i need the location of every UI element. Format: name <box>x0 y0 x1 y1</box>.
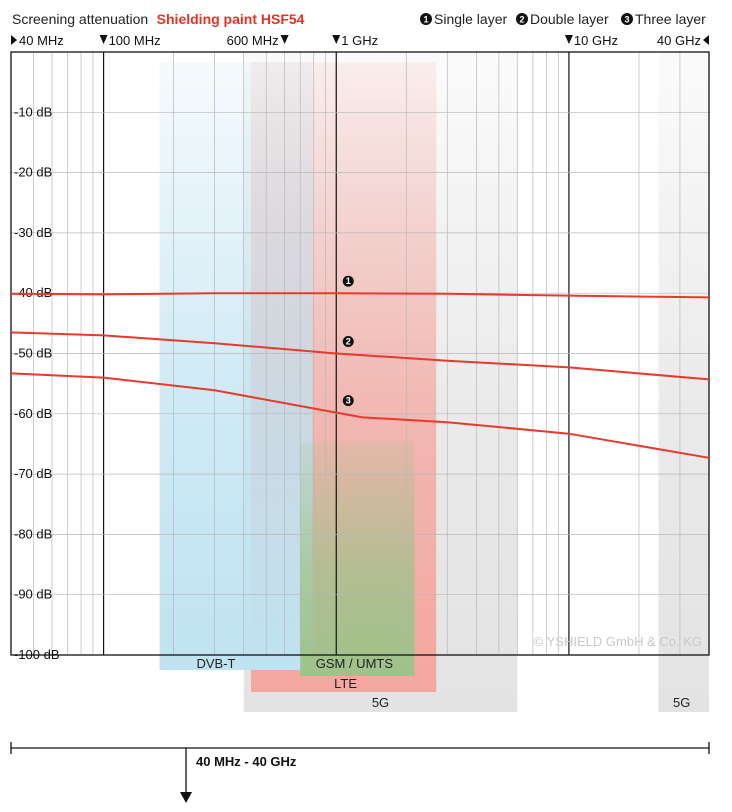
band-5g-area <box>658 52 709 712</box>
legend-badge <box>621 13 633 25</box>
y-tick-label: -50 dB <box>14 346 52 361</box>
chart-title: Screening attenuation Shielding paint HS… <box>12 11 305 28</box>
band-labels: DVB-T GSM / UMTS LTE 5G 5G <box>196 656 690 710</box>
legend-label: Single layer <box>434 11 507 27</box>
band-label: LTE <box>334 676 357 691</box>
y-tick-label: -70 dB <box>14 466 52 481</box>
series-marker-badge <box>342 395 354 407</box>
series-line-double-layer <box>10 331 710 381</box>
y-axis-ticks: -10 dB -20 dB -30 dB -40 dB -50 dB -60 dB -70 … <box>14 104 60 662</box>
series-marker-number: 2 <box>346 337 351 347</box>
y-tick-label: -10 dB <box>14 104 52 119</box>
series-marker-number: 1 <box>346 276 351 286</box>
legend-label: Three layer <box>635 11 706 27</box>
freq-marker-label: 600 MHz <box>227 33 279 48</box>
series-marker-badge <box>342 275 354 287</box>
band-label: DVB-T <box>196 656 235 671</box>
y-tick-label: -80 dB <box>14 526 52 541</box>
freq-marker-label: 40 GHz <box>657 33 701 48</box>
y-tick-label: -20 dB <box>14 165 52 180</box>
arrow-down-icon <box>99 35 108 44</box>
legend-badge-number: 2 <box>519 15 524 25</box>
arrow-down-icon <box>280 35 289 44</box>
band-label: GSM / UMTS <box>316 656 394 671</box>
band-dvb-t-area <box>159 62 313 670</box>
y-tick-label: -40 dB <box>14 285 52 300</box>
band-gsm-umts-area <box>300 442 415 676</box>
band-label: 5G <box>372 695 389 710</box>
y-tick-label: -100 dB <box>14 647 60 662</box>
legend-badge <box>420 13 432 25</box>
copyright: © YSHIELD GmbH & Co. KG <box>534 634 702 649</box>
arrow-left-icon <box>703 35 709 45</box>
band-label: 5G <box>673 695 690 710</box>
freq-marker-label: 10 GHz <box>574 33 618 48</box>
freq-marker-label: 40 MHz <box>19 33 64 48</box>
plot-frame <box>10 51 710 656</box>
title-prefix: Screening attenuation <box>12 11 148 27</box>
series-line-three-layer <box>10 372 710 459</box>
arrow-down-icon <box>332 35 341 44</box>
series-line-single-layer <box>10 292 710 299</box>
down-arrow-icon <box>180 792 192 803</box>
series-marker-badge <box>342 336 354 347</box>
y-tick-label: -60 dB <box>14 406 52 421</box>
frequency-markers: 40 MHz 100 MHz 600 MHz 1 GHz 10 GHz 40 GHz <box>11 33 709 48</box>
arrow-down-icon <box>564 35 573 44</box>
frequency-bands <box>159 52 709 712</box>
freq-marker-label: 1 GHz <box>341 33 378 48</box>
series-marker-number: 3 <box>346 396 351 406</box>
y-tick-label: -30 dB <box>14 225 52 240</box>
series-lines: 1 2 3 <box>10 275 710 459</box>
legend-badge-number: 3 <box>624 15 629 25</box>
product-name: Shielding paint HSF54 <box>157 11 305 27</box>
legend-label: Double layer <box>530 11 609 27</box>
y-tick-label: -90 dB <box>14 587 52 602</box>
legend-badge-number: 1 <box>423 15 428 25</box>
range-label: 40 MHz - 40 GHz <box>196 754 297 769</box>
range-indicator: 40 MHz - 40 GHz <box>10 742 710 803</box>
arrow-right-icon <box>11 35 17 45</box>
freq-marker-label: 100 MHz <box>109 33 161 48</box>
legend-badge <box>516 13 528 25</box>
legend: 1 Single layer 2 Double layer 3 Three layer <box>420 11 706 27</box>
